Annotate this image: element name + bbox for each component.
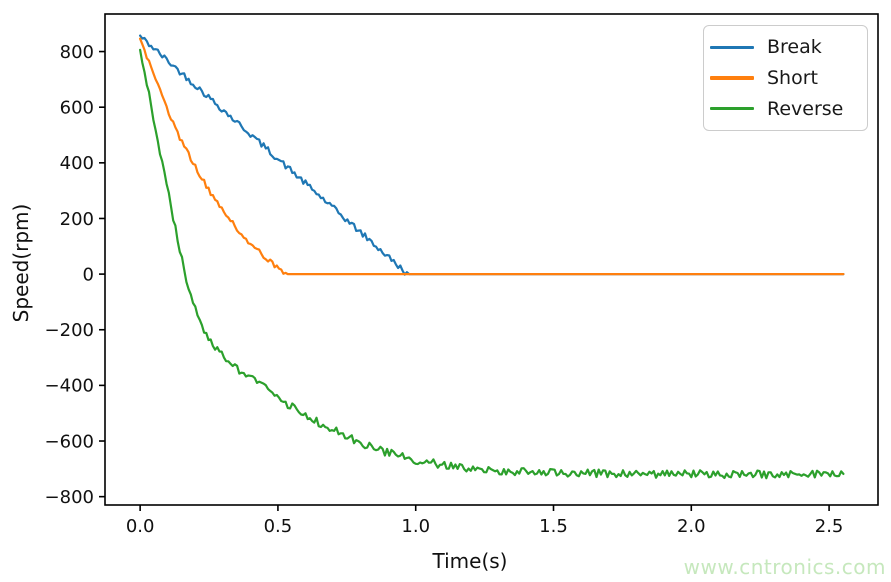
y-tick-label: −400 <box>45 376 94 397</box>
legend: Break Short Reverse <box>703 25 868 131</box>
x-tick-label: 1.0 <box>401 516 430 537</box>
x-tick-label: 2.0 <box>677 516 706 537</box>
x-axis-label: Time(s) <box>432 549 508 573</box>
legend-line-swatch-reverse <box>710 106 754 111</box>
legend-line-swatch-short <box>710 76 754 80</box>
plot-border <box>104 13 879 506</box>
y-tick-label: 600 <box>60 97 94 118</box>
y-tick-label: 200 <box>60 209 94 230</box>
legend-item-break: Break <box>710 32 867 63</box>
legend-line-swatch-break <box>710 45 754 50</box>
y-tick-label: −800 <box>45 487 94 508</box>
legend-label-short: Short <box>767 67 818 89</box>
y-tick-label: 400 <box>60 153 94 174</box>
legend-label-reverse: Reverse <box>767 97 844 120</box>
x-tick-label: 2.5 <box>815 516 844 537</box>
series-line-short <box>139 37 845 276</box>
x-tick-label: 0.5 <box>264 516 293 537</box>
legend-item-short: Short <box>710 63 867 94</box>
y-axis-label: Speed(rpm) <box>9 203 33 323</box>
series-line-reverse <box>139 48 845 480</box>
watermark: www.cntronics.com <box>683 555 886 579</box>
y-tick-label: −600 <box>45 431 94 452</box>
y-tick-label: −200 <box>45 320 94 341</box>
legend-item-reverse: Reverse <box>710 93 867 124</box>
x-tick-label: 1.5 <box>539 516 568 537</box>
y-tick-label: 800 <box>60 42 94 63</box>
y-tick-label: 0 <box>83 264 94 285</box>
x-tick-label: 0.0 <box>126 516 155 537</box>
legend-label-break: Break <box>767 36 822 59</box>
